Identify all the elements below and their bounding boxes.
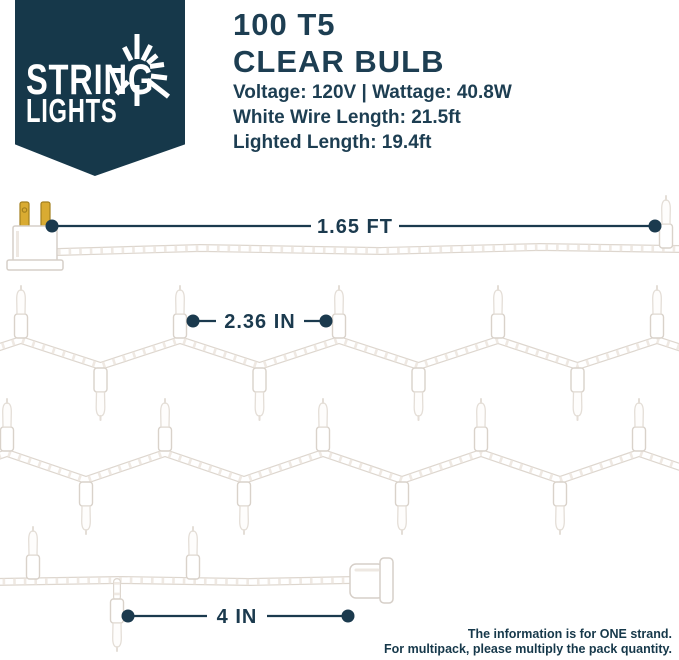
product-specs: Voltage: 120V | Wattage: 40.8W White Wir… — [233, 80, 512, 155]
mini-bulb — [570, 367, 585, 421]
spec-lighted-length: Lighted Length: 19.4ft — [233, 132, 432, 153]
mini-bulb — [13, 285, 29, 339]
footnote-line-2: For multipack, please multiply the pack … — [383, 642, 672, 656]
mini-bulb — [185, 526, 201, 580]
tail-length-label: 4 IN — [217, 606, 258, 628]
light-string-row-3 — [0, 398, 679, 535]
spec-voltage-wattage: Voltage: 120V | Wattage: 40.8W — [233, 82, 512, 103]
product-title-line2: CLEAR BULB — [233, 44, 445, 79]
mini-bulb — [157, 398, 173, 452]
measurement-tail — [121, 609, 355, 623]
mini-bulb — [473, 398, 489, 452]
mini-bulb — [331, 285, 347, 339]
mini-bulb — [411, 367, 426, 421]
mini-bulb — [252, 367, 267, 421]
mini-bulb — [172, 285, 188, 339]
light-string-lead-row — [54, 195, 679, 256]
mini-bulb — [631, 398, 647, 452]
lead-length-label: 1.65 FT — [317, 216, 393, 238]
product-title: 100 T5 CLEAR BULB — [233, 6, 445, 80]
mini-bulb — [315, 398, 331, 452]
mini-bulb — [649, 285, 665, 339]
light-string-row-2 — [0, 285, 679, 421]
light-burst-icon — [111, 34, 171, 106]
mini-bulb — [394, 481, 410, 535]
product-diagram: 1.65 FT 2.36 IN 4 IN — [0, 195, 679, 652]
mini-bulb — [78, 481, 94, 535]
mini-bulb — [109, 598, 125, 652]
mini-bulb — [0, 398, 15, 452]
footnote-line-1: The information is for ONE strand. — [467, 627, 672, 641]
brand-name-line1: STRING — [26, 56, 155, 104]
mini-bulb — [236, 481, 252, 535]
spec-wire-length: White Wire Length: 21.5ft — [233, 107, 461, 128]
product-title-line1: 100 T5 — [233, 7, 336, 42]
mini-bulb — [552, 481, 568, 535]
brand-name-line2: LIGHTS — [26, 92, 118, 129]
measurement-lead — [45, 219, 662, 233]
end-connector — [349, 557, 394, 604]
mini-bulb — [658, 195, 674, 249]
power-plug — [6, 201, 64, 271]
brand-banner: STRING LIGHTS — [15, 0, 185, 176]
mini-bulb — [93, 367, 108, 421]
mini-bulb — [490, 285, 506, 339]
bulb-spacing-label: 2.36 IN — [224, 311, 295, 333]
measurement-spacing — [186, 314, 333, 328]
footnote: The information is for ONE strand. For m… — [384, 627, 672, 657]
mini-bulb — [25, 526, 41, 580]
light-string-tail-row — [0, 526, 356, 652]
